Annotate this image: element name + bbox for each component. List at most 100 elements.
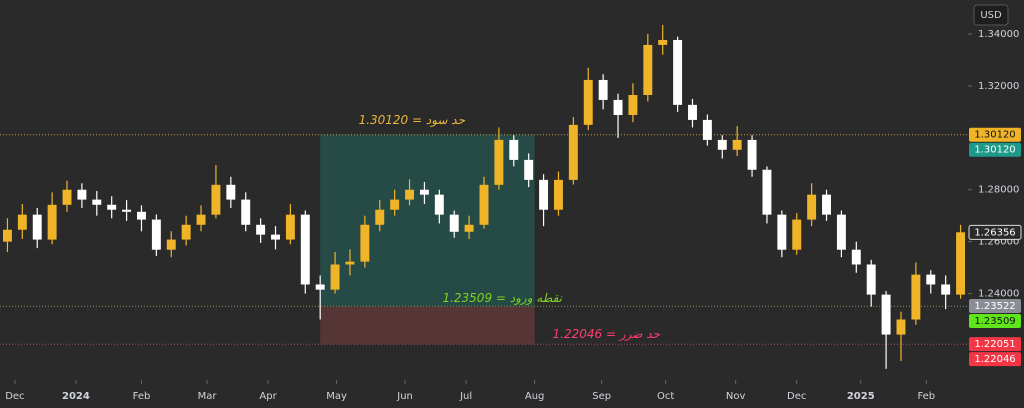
candle-body	[271, 234, 280, 240]
candle-body	[196, 214, 206, 225]
price-label: 1.26356	[974, 227, 1015, 238]
candle-body	[732, 139, 742, 150]
x-tick-label: Feb	[133, 391, 151, 402]
candle-body	[405, 189, 415, 200]
candle-body	[881, 294, 891, 335]
candle-body	[92, 199, 102, 205]
candle-body	[568, 124, 578, 180]
price-label: 1.22051	[974, 339, 1015, 350]
candle-body	[643, 44, 653, 95]
candle-body	[494, 139, 504, 185]
candle-body	[702, 119, 712, 140]
x-tick-label: Oct	[657, 391, 674, 402]
price-label: 1.30120	[974, 130, 1015, 141]
annotation: حد ضرر = 1.22046	[553, 327, 661, 341]
candle-body	[866, 264, 876, 295]
candle-body	[598, 79, 608, 100]
x-tick-label: 2024	[62, 391, 90, 402]
candle-body	[315, 284, 325, 290]
y-tick-label: 1.28000	[978, 185, 1019, 196]
candle-body	[792, 219, 802, 250]
y-tick-label: 1.32000	[978, 81, 1019, 92]
x-tick-label: Aug	[525, 391, 545, 402]
loss-zone	[320, 306, 535, 345]
currency[interactable]: USD	[980, 10, 1002, 21]
candle-body	[434, 194, 444, 215]
y-tick-label: 1.34000	[978, 29, 1019, 40]
plot-area	[0, 24, 968, 369]
candle-body	[211, 184, 221, 215]
candle-body	[181, 224, 191, 240]
candle-body	[285, 214, 295, 240]
candle-body	[896, 319, 906, 335]
candle-body	[553, 179, 563, 210]
x-tick-label: Dec	[787, 391, 806, 402]
price-label: 1.30120	[974, 145, 1015, 156]
y-tick-label: 1.24000	[978, 289, 1019, 300]
candle-body	[137, 211, 146, 220]
price-label-box	[969, 142, 1021, 157]
candle-body	[688, 104, 697, 120]
x-tick-label: Mar	[198, 391, 218, 402]
candle-body	[613, 99, 623, 115]
candle-body	[658, 39, 668, 45]
candle-body	[539, 179, 549, 210]
candle-body	[911, 274, 921, 320]
x-tick-label: Feb	[917, 391, 935, 402]
price-label-box	[969, 352, 1021, 367]
candle-body	[256, 224, 266, 235]
annotation: نقطه ورود = 1.23509	[442, 291, 562, 305]
candle-body	[226, 184, 236, 200]
x-tick-label: Dec	[5, 391, 24, 402]
candle-body	[762, 169, 772, 215]
candle-body	[941, 284, 951, 295]
candle-body	[166, 239, 176, 250]
candle-body	[524, 159, 534, 180]
x-tick-label: Sep	[592, 391, 611, 402]
candle-body	[777, 214, 787, 250]
annotation: حد سود = 1.30120	[359, 113, 466, 127]
candle-body	[717, 139, 727, 150]
candle-body	[583, 79, 593, 125]
candle-body	[449, 214, 459, 232]
candle-body	[390, 199, 400, 210]
y-tick-label: 1.26000	[978, 237, 1019, 248]
currency-box[interactable]	[973, 4, 1009, 26]
price-label: 1.23509	[974, 316, 1015, 327]
price-label-box	[969, 298, 1021, 313]
candle-body	[375, 209, 385, 225]
candle-body	[107, 204, 117, 210]
candle-body	[926, 274, 936, 285]
candle-body	[747, 139, 757, 170]
candle-body	[673, 39, 683, 105]
candle-body	[32, 214, 42, 240]
candle-body	[62, 189, 72, 205]
price-label: 1.22046	[974, 354, 1015, 365]
candle-body	[330, 264, 340, 290]
candle-body	[151, 219, 161, 250]
candle-body	[822, 194, 831, 215]
price-label: 1.23522	[974, 301, 1015, 312]
candle-body	[836, 214, 846, 250]
candle-body	[360, 224, 370, 262]
candle-body	[345, 261, 355, 265]
price-label-box	[968, 224, 1022, 240]
candle-body	[241, 199, 251, 225]
x-tick-label: Jun	[396, 391, 413, 402]
candle-body	[464, 224, 474, 232]
x-tick-label: Jul	[459, 391, 472, 402]
x-tick-label: May	[326, 391, 347, 402]
price-label-box	[969, 337, 1021, 352]
x-tick-label: Nov	[726, 391, 746, 402]
candle-body	[479, 184, 489, 225]
candle-body	[300, 214, 310, 285]
x-tick-label: 2025	[847, 391, 875, 402]
candle-body	[956, 232, 966, 295]
price-label-box	[969, 127, 1021, 142]
candle-body	[851, 249, 861, 265]
candle-body	[807, 194, 817, 220]
x-tick-label: Apr	[259, 391, 277, 402]
candle-body	[628, 95, 638, 115]
candle-body	[122, 209, 132, 212]
